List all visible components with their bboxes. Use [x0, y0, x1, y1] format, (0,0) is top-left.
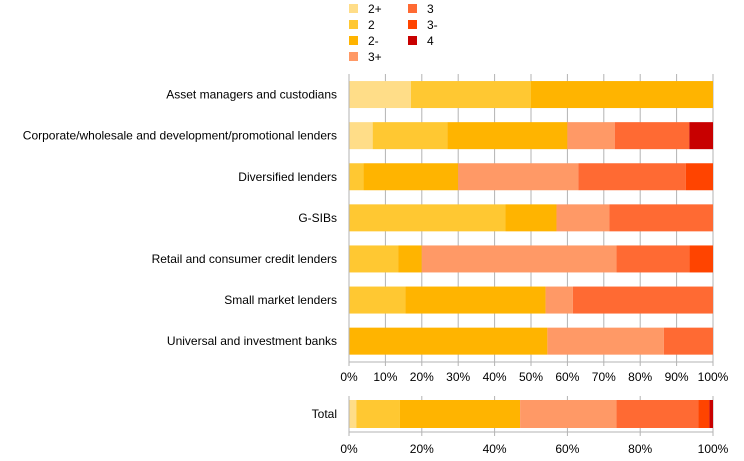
bar-segment [616, 245, 690, 273]
tick-label: 40% [483, 442, 507, 456]
bar-segment [405, 286, 546, 314]
bar-segment [709, 400, 713, 428]
tick-label: 70% [592, 370, 616, 384]
tick-label: 30% [446, 370, 470, 384]
bar-segment [614, 122, 690, 150]
legend-label: 4 [427, 34, 434, 48]
tick-label: 100% [698, 370, 729, 384]
tick-label: 60% [555, 442, 579, 456]
legend-swatch [349, 4, 358, 13]
category-label: Small market lenders [224, 293, 337, 307]
legend-label: 2 [368, 18, 375, 32]
legend-swatch [349, 36, 358, 45]
tick-label: 0% [340, 370, 358, 384]
category-label: Universal and investment banks [167, 334, 337, 348]
bar-segment [356, 400, 400, 428]
tick-label: 80% [628, 442, 652, 456]
tick-label: 20% [410, 370, 434, 384]
main-plot: Asset managers and custodians Corporate/w… [23, 74, 729, 384]
bar-segment [545, 286, 573, 314]
legend-swatch [349, 52, 358, 61]
total-plot: Total 0% 20% 40% 60% 80% 100% [312, 396, 729, 456]
bar-segment [398, 245, 422, 273]
tick-label: 90% [665, 370, 689, 384]
bar-segment [567, 122, 615, 150]
bar-segment [349, 122, 373, 150]
legend-swatch [408, 4, 417, 13]
category-label: Diversified lenders [238, 170, 337, 184]
category-label: Retail and consumer credit lenders [152, 252, 337, 266]
bar-segment [349, 286, 406, 314]
bar-segment [609, 204, 713, 232]
legend-swatch [349, 20, 358, 29]
tick-label: 80% [628, 370, 652, 384]
bar-segment [410, 81, 531, 109]
bar-segment [458, 163, 579, 191]
bar-segment [372, 122, 448, 150]
bar-segment [447, 122, 568, 150]
legend-swatch [408, 20, 417, 29]
bar-segment [578, 163, 686, 191]
legend-label: 2+ [368, 2, 382, 16]
tick-label: 40% [483, 370, 507, 384]
bar-segment [689, 122, 713, 150]
bar-segment [663, 327, 713, 355]
legend-label: 3- [427, 18, 438, 32]
legend-label: 3 [427, 2, 434, 16]
legend-label: 2- [368, 34, 379, 48]
bar-segment [421, 245, 617, 273]
bar-segment [349, 204, 506, 232]
tick-label: 10% [373, 370, 397, 384]
bar-segment [556, 204, 610, 232]
bar-segment [349, 327, 548, 355]
category-label: Total [312, 407, 337, 421]
tick-label: 0% [340, 442, 358, 456]
bar-segment [349, 81, 411, 109]
bar-segment [349, 245, 399, 273]
bar-segment [547, 327, 664, 355]
category-label: Asset managers and custodians [166, 88, 337, 102]
tick-label: 20% [410, 442, 434, 456]
legend-label: 3+ [368, 50, 382, 64]
bar-segment [685, 163, 713, 191]
category-label: Corporate/wholesale and development/prom… [23, 129, 337, 143]
bar-segment [572, 286, 713, 314]
legend-swatch [408, 36, 417, 45]
category-label: G-SIBs [298, 211, 337, 225]
bar-segment [520, 400, 617, 428]
bar-segment [698, 400, 710, 428]
tick-label: 60% [555, 370, 579, 384]
bar-segment [349, 400, 357, 428]
bar-segment [616, 400, 699, 428]
legend: 2+ 2 2- 3+ 3 3- 4 [349, 2, 438, 64]
bar-segment [505, 204, 557, 232]
tick-label: 50% [519, 370, 543, 384]
bar-segment [349, 163, 364, 191]
tick-label: 100% [698, 442, 729, 456]
bar-segment [689, 245, 713, 273]
bar-segment [399, 400, 521, 428]
bar-segment [363, 163, 459, 191]
bar-segment [531, 81, 713, 109]
